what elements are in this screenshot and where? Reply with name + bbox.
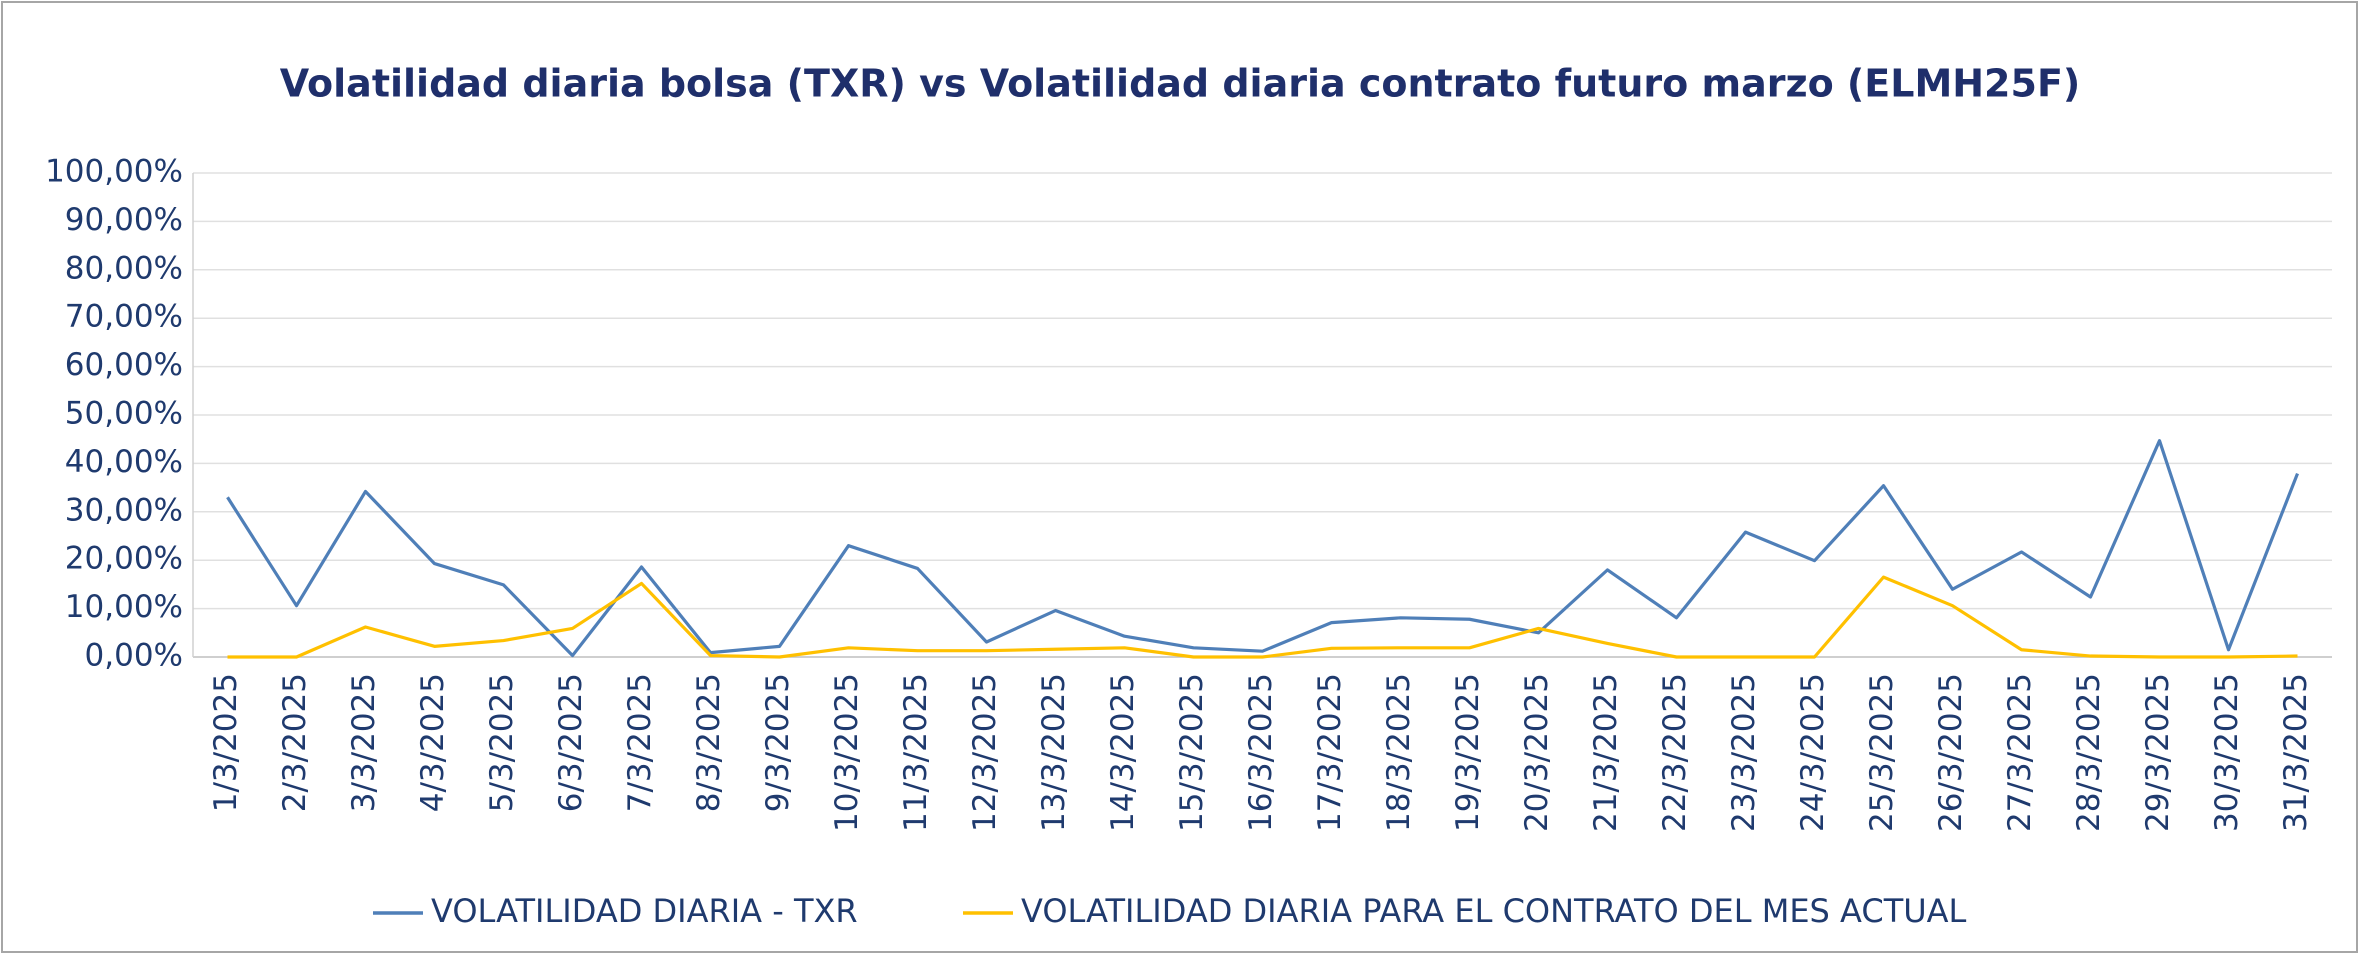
y-tick-label: 60,00% [65,347,183,383]
x-tick-label: 26/3/2025 [1933,673,1969,832]
x-tick-label: 16/3/2025 [1243,673,1279,832]
y-tick-label: 30,00% [65,492,183,528]
x-tick-label: 23/3/2025 [1726,673,1762,832]
x-tick-label: 11/3/2025 [898,673,934,832]
x-tick-label: 2/3/2025 [277,673,313,812]
y-tick-label: 70,00% [65,299,183,335]
x-tick-label: 31/3/2025 [2278,673,2314,832]
x-tick-label: 12/3/2025 [967,673,1003,832]
y-tick-label: 10,00% [65,589,183,625]
y-tick-label: 0,00% [85,638,183,674]
x-tick-label: 24/3/2025 [1795,673,1831,832]
x-tick-label: 5/3/2025 [484,673,520,812]
x-tick-label: 10/3/2025 [829,673,865,832]
legend-label: VOLATILIDAD DIARIA - TXR [431,892,858,930]
x-tick-label: 13/3/2025 [1036,673,1072,832]
x-tick-label: 21/3/2025 [1588,673,1624,832]
legend-label: VOLATILIDAD DIARIA PARA EL CONTRATO DEL … [1021,892,1967,930]
x-tick-label: 20/3/2025 [1519,673,1555,832]
x-tick-label: 19/3/2025 [1450,673,1486,832]
x-tick-label: 25/3/2025 [1864,673,1900,832]
data-line [227,575,2298,659]
x-tick-label: 3/3/2025 [346,673,382,812]
y-tick-label: 50,00% [65,396,183,432]
x-tick-label: 18/3/2025 [1381,673,1417,832]
x-tick-label: 6/3/2025 [553,673,589,812]
x-tick-label: 4/3/2025 [415,673,451,812]
y-tick-label: 100,00% [45,154,183,190]
x-tick-label: 14/3/2025 [1105,673,1141,832]
x-tick-label: 8/3/2025 [691,673,727,812]
y-tick-label: 40,00% [65,444,183,480]
y-tick-label: 90,00% [65,202,183,238]
x-tick-label: 29/3/2025 [2140,673,2176,832]
x-tick-label: 9/3/2025 [760,673,796,812]
x-tick-label: 15/3/2025 [1174,673,1210,832]
x-tick-label: 1/3/2025 [208,673,244,812]
x-tick-label: 27/3/2025 [2002,673,2038,832]
x-tick-label: 22/3/2025 [1657,673,1693,832]
x-tick-label: 28/3/2025 [2071,673,2107,832]
x-tick-label: 30/3/2025 [2209,673,2245,832]
data-line [226,439,2299,658]
y-tick-label: 80,00% [65,250,183,286]
x-tick-label: 7/3/2025 [622,673,658,812]
y-tick-label: 20,00% [65,541,183,577]
x-tick-label: 17/3/2025 [1312,673,1348,832]
chart-title: Volatilidad diaria bolsa (TXR) vs Volati… [280,62,2081,106]
